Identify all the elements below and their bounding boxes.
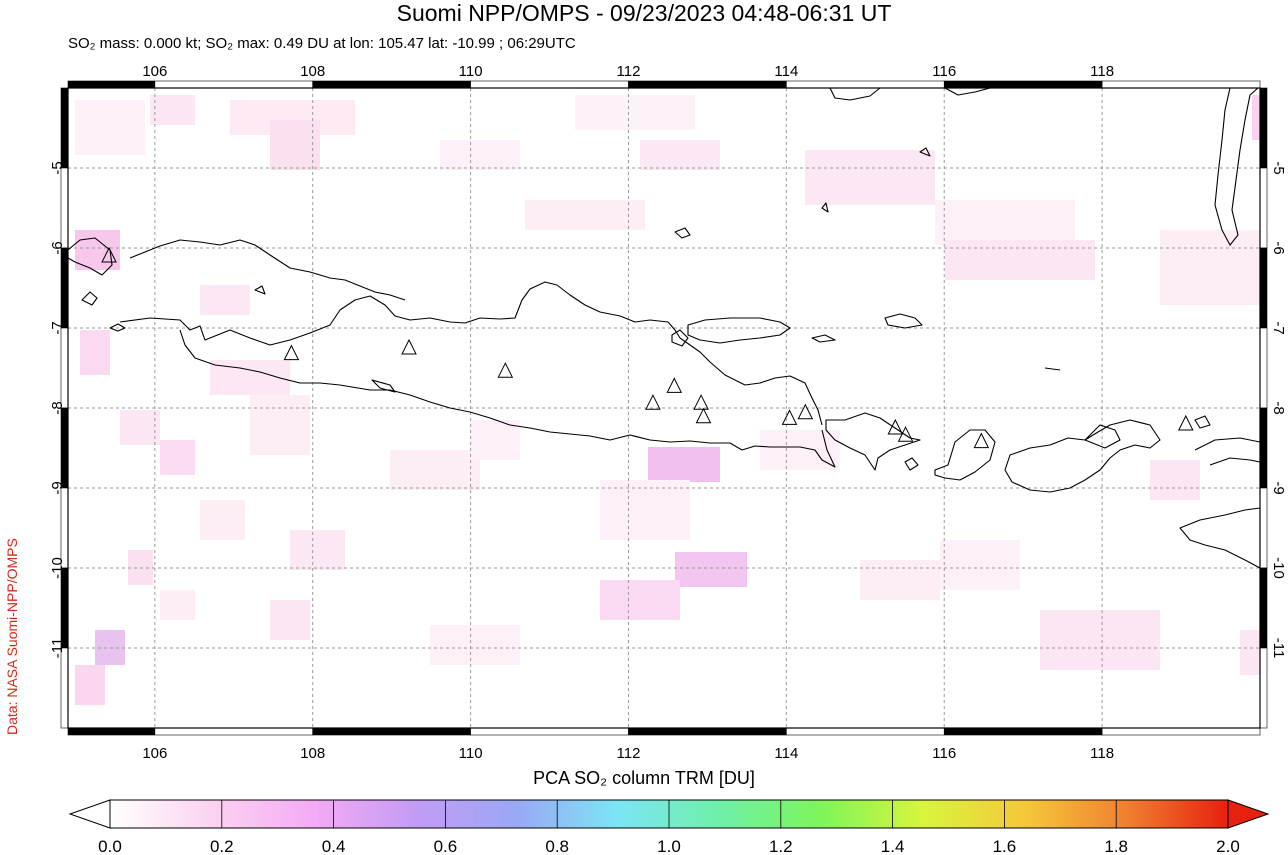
colorbar-tick-label: 1.4	[881, 837, 905, 855]
lon-tick-label-top: 112	[617, 63, 641, 80]
frame-bar-right	[1259, 407, 1268, 489]
lat-tick-label-right: -8	[1270, 401, 1287, 414]
axis-tick-labels: 106 106 108 108 110 110 112 112 114 114 116 116 118 1…	[49, 63, 1287, 762]
lon-tick-label-bottom: 114	[774, 745, 798, 762]
lat-tick-label-left: -9	[49, 481, 66, 494]
frame-bar-left	[60, 167, 69, 249]
frame-bar-top	[470, 80, 629, 89]
frame-bar-right	[1259, 487, 1268, 569]
frame-bar-left	[60, 247, 69, 329]
frame-bar-bottom	[154, 727, 314, 736]
lat-tick-label-left: -6	[49, 241, 66, 254]
frame-bar-left	[60, 87, 69, 169]
volcano-triangle-icon	[1177, 414, 1194, 431]
lat-tick-label-right: -9	[1270, 481, 1287, 494]
frame-bar-right	[1259, 87, 1268, 169]
frame-bar-top	[67, 80, 156, 89]
colorbar-tick-label: 0.6	[434, 837, 458, 855]
lat-tick-label-right: -7	[1270, 321, 1287, 334]
volcano-triangle-icon	[497, 362, 514, 378]
frame-bar-top	[786, 80, 945, 89]
map-frame	[60, 80, 1268, 736]
frame-bar-right	[1259, 167, 1268, 249]
frame-bar-top	[943, 80, 1103, 89]
lat-tick-label-right: -10	[1270, 557, 1287, 579]
frame-bar-bottom	[470, 727, 629, 736]
frame-bar-right	[1259, 567, 1268, 649]
lon-tick-label-top: 116	[932, 63, 956, 80]
frame-bar-left	[60, 327, 69, 409]
volcano-triangle-icon	[695, 407, 712, 424]
colorbar-tick-label: 0.8	[545, 837, 569, 855]
colorbar: 0.0 0.2 0.4 0.6 0.8 1.0 1.2 1.4 1.6 1.8 2.0	[68, 799, 1270, 855]
lon-tick-label-bottom: 112	[617, 745, 641, 762]
volcano-triangle-icon	[101, 246, 117, 263]
frame-bar-right	[1259, 647, 1268, 729]
volcano-markers	[101, 246, 1194, 449]
volcano-triangle-icon	[887, 418, 904, 435]
frame-bar-left	[60, 567, 69, 649]
map-border	[67, 87, 1261, 729]
lon-tick-label-bottom: 116	[932, 745, 956, 762]
frame-bar-bottom	[1101, 727, 1261, 736]
frame-bar-left	[60, 487, 69, 569]
colorbar-tick-label: 1.8	[1104, 837, 1128, 855]
coastline	[68, 88, 1260, 569]
colorbar-tick-label: 0.2	[210, 837, 234, 855]
frame-bar-top	[312, 80, 471, 89]
frame-bar-right	[1259, 247, 1268, 329]
colorbar-tick-label: 0.0	[98, 837, 122, 855]
lat-tick-label-left: -7	[49, 321, 66, 334]
volcano-triangle-icon	[401, 338, 417, 355]
colorbar-tick-label: 1.2	[769, 837, 793, 855]
colorbar-high-extend	[1227, 799, 1270, 829]
lat-tick-label-right: -11	[1270, 638, 1287, 659]
frame-bar-bottom	[67, 727, 156, 736]
so2-pixel-layer	[75, 95, 1260, 705]
colorbar-tick-label: 0.4	[322, 837, 346, 855]
lat-lon-grid	[68, 88, 1260, 728]
lon-tick-label-top: 110	[459, 63, 483, 80]
frame-bar-bottom	[312, 727, 471, 736]
frame-bar-bottom	[943, 727, 1103, 736]
frame-bar-bottom	[628, 727, 787, 736]
volcano-triangle-icon	[283, 344, 300, 361]
lat-tick-label-left: -11	[49, 638, 66, 659]
frame-bar-top	[154, 80, 314, 89]
frame-bar-top	[1101, 80, 1261, 89]
lat-tick-label-left: -5	[49, 161, 66, 174]
lon-tick-label-top: 106	[142, 63, 167, 80]
volcano-triangle-icon	[797, 403, 814, 420]
volcano-triangle-icon	[693, 394, 709, 410]
volcano-triangle-icon	[897, 426, 914, 442]
lat-tick-label-right: -5	[1270, 161, 1287, 174]
map-title: Suomi NPP/OMPS - 09/23/2023 04:48-06:31 …	[396, 0, 892, 26]
lon-tick-label-top: 118	[1090, 63, 1114, 80]
lat-tick-label-left: -10	[49, 557, 66, 579]
volcano-triangle-icon	[973, 432, 990, 449]
colorbar-tick-label: 1.0	[657, 837, 681, 855]
lon-tick-label-bottom: 108	[300, 745, 325, 762]
frame-bar-left	[60, 407, 69, 489]
lon-tick-label-top: 114	[774, 63, 798, 80]
frame-bar-right	[1259, 327, 1268, 409]
lon-tick-label-bottom: 118	[1090, 745, 1114, 762]
frame-bar-top	[628, 80, 787, 89]
lon-tick-label-bottom: 106	[142, 745, 167, 762]
colorbar-label: PCA SO₂ column TRM [DU]	[533, 768, 755, 788]
lon-tick-label-top: 108	[300, 63, 325, 80]
colorbar-tick-label: 1.6	[993, 837, 1017, 855]
lat-tick-label-left: -8	[49, 401, 66, 414]
volcano-triangle-icon	[645, 394, 661, 410]
volcano-triangle-icon	[666, 377, 683, 393]
colorbar-tick-label: 2.0	[1216, 837, 1240, 855]
lat-tick-label-right: -6	[1270, 241, 1287, 254]
frame-bar-bottom	[786, 727, 945, 736]
colorbar-low-extend	[68, 799, 111, 829]
frame-bar-left	[60, 647, 69, 729]
lon-tick-label-bottom: 110	[459, 745, 483, 762]
so2-summary: SO₂ mass: 0.000 kt; SO₂ max: 0.49 DU at …	[68, 35, 576, 52]
volcano-triangle-icon	[781, 409, 798, 425]
